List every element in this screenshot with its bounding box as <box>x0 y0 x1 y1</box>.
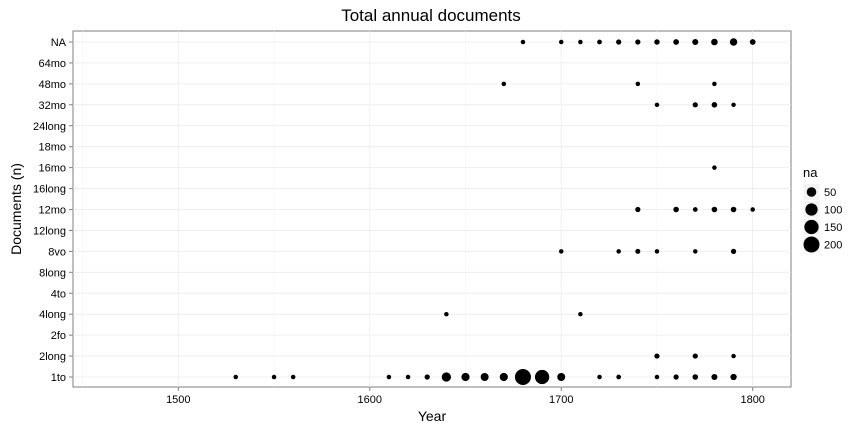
x-tick-label: 1500 <box>166 394 190 406</box>
data-point <box>635 206 641 213</box>
legend-key-point <box>806 187 817 197</box>
data-point <box>692 207 698 212</box>
grid-lines <box>73 31 791 387</box>
y-tick-label: 1to <box>51 372 66 384</box>
data-point <box>654 102 660 108</box>
y-tick-label: 4long <box>39 309 66 321</box>
data-point <box>693 249 698 254</box>
data-point <box>730 373 737 381</box>
data-point <box>534 369 550 385</box>
data-point <box>750 207 755 212</box>
data-point <box>729 38 738 46</box>
data-point <box>635 248 641 254</box>
data-point <box>711 373 718 381</box>
y-tick-label: 16mo <box>38 163 66 175</box>
size-legend: na 50 100 150 200 <box>802 165 842 254</box>
data-point <box>559 39 564 45</box>
legend-title: na <box>803 165 818 180</box>
data-point <box>405 374 411 380</box>
legend-key-label: 200 <box>824 240 842 252</box>
data-point <box>501 81 507 87</box>
data-point <box>461 372 470 382</box>
y-tick-label: 2long <box>39 351 66 363</box>
x-tick-label: 1800 <box>740 394 764 406</box>
y-axis: 1to 2long 2fo 4long 4to 8long 8vo 12long 12mo 16l… <box>33 37 73 384</box>
legend-key-point <box>804 219 819 235</box>
y-tick-label: 8long <box>39 267 66 279</box>
data-point <box>559 249 564 254</box>
data-point <box>386 374 392 380</box>
data-point <box>578 39 583 45</box>
y-tick-label: 8vo <box>48 246 66 258</box>
data-point <box>597 39 602 45</box>
chart-title: Total annual documents <box>341 6 521 25</box>
data-point <box>233 374 238 380</box>
data-point <box>711 206 718 213</box>
data-point <box>444 311 449 317</box>
data-point <box>654 353 660 359</box>
y-axis-title: Documents (n) <box>8 163 24 255</box>
data-point <box>499 372 508 382</box>
x-axis: 1500 1600 1700 1800 <box>166 387 765 406</box>
plot-panel <box>72 30 792 388</box>
data-point <box>673 206 679 213</box>
legend-key-label: 50 <box>824 187 836 199</box>
y-tick-label: 18mo <box>38 142 66 154</box>
data-points <box>233 38 756 385</box>
legend-key-point <box>803 236 820 253</box>
data-point <box>730 206 737 213</box>
data-point <box>692 38 699 46</box>
data-point <box>712 165 717 170</box>
data-point <box>673 374 679 380</box>
data-point <box>730 248 737 254</box>
data-point <box>654 374 660 380</box>
y-tick-label: NA <box>51 37 67 49</box>
legend-key-label: 100 <box>824 205 842 217</box>
data-point <box>692 102 698 108</box>
x-tick-label: 1700 <box>549 394 573 406</box>
y-tick-label: 32mo <box>38 100 66 112</box>
legend-keys: 50 100 150 200 <box>802 183 842 254</box>
legend-key-label: 150 <box>824 222 842 234</box>
y-tick-label: 12long <box>33 225 66 237</box>
data-point <box>616 39 622 45</box>
y-tick-label: 4to <box>51 288 66 300</box>
data-point <box>654 39 660 45</box>
data-point <box>711 38 718 46</box>
data-point <box>616 374 622 380</box>
x-tick-label: 1600 <box>358 394 382 406</box>
data-point <box>692 374 699 380</box>
data-point <box>424 374 430 380</box>
y-tick-label: 12mo <box>38 205 66 217</box>
data-point <box>711 102 718 108</box>
y-tick-label: 48mo <box>38 79 66 91</box>
data-point <box>731 353 736 359</box>
data-point <box>692 353 698 359</box>
data-point <box>673 39 679 45</box>
data-point <box>635 39 641 45</box>
data-point <box>749 39 756 45</box>
y-tick-label: 64mo <box>38 58 66 70</box>
data-point <box>731 102 736 108</box>
x-axis-title: Year <box>418 408 447 424</box>
data-point <box>271 374 277 380</box>
data-point <box>597 374 602 380</box>
data-point <box>520 39 526 45</box>
data-point <box>578 311 583 317</box>
data-point <box>557 373 566 381</box>
y-tick-label: 24long <box>33 121 66 133</box>
data-point <box>290 374 296 380</box>
y-tick-label: 2fo <box>51 330 66 342</box>
data-point <box>712 81 717 87</box>
data-point <box>480 373 489 381</box>
data-point <box>616 249 621 254</box>
data-point <box>635 81 641 87</box>
data-point <box>441 372 451 382</box>
legend-key-point <box>805 203 818 216</box>
y-tick-label: 16long <box>33 184 66 196</box>
data-point <box>654 249 660 254</box>
data-point <box>514 369 531 385</box>
